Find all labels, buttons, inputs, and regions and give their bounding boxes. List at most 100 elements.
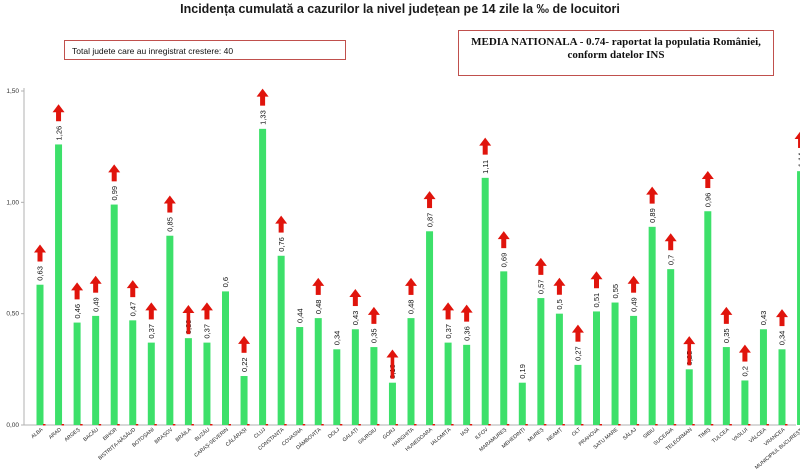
- bar-base-marker: [729, 424, 732, 426]
- category-label: TIMIȘ: [698, 427, 713, 441]
- bar-sibiu: [648, 226, 656, 425]
- category-label: DOLJ: [327, 427, 341, 440]
- bar-vâlcea: [759, 329, 767, 425]
- increase-arrow-icon: [145, 302, 158, 320]
- bar-bistrița-năsăud: [129, 320, 137, 425]
- bar-mehedinți: [518, 382, 526, 425]
- bar-base-marker: [673, 424, 677, 426]
- bar-value-label: 0,34: [778, 331, 787, 346]
- bar-base-marker: [98, 424, 102, 426]
- bar-cluj: [259, 128, 267, 425]
- category-label: IALOMIȚA: [430, 427, 453, 448]
- bar-suceava: [667, 269, 675, 425]
- bar-base-marker: [710, 424, 714, 426]
- increase-arrow-icon: [776, 309, 788, 327]
- bar-base-marker: [154, 424, 157, 426]
- bar-value-label: 1,26: [54, 126, 63, 141]
- bar-base-marker: [562, 424, 565, 426]
- bar-base-marker: [488, 424, 491, 426]
- bar-alba: [36, 284, 44, 425]
- bar-base-marker: [636, 424, 640, 426]
- bar-călărași: [240, 376, 248, 425]
- bar-value-label: 1,11: [481, 160, 490, 174]
- increase-arrow-icon: [627, 275, 640, 293]
- category-label: ILFOV: [474, 427, 490, 442]
- bar-giurgiu: [370, 347, 378, 425]
- bar-harghita: [407, 318, 415, 425]
- bar-buzău: [203, 342, 211, 425]
- increase-arrow-icon: [200, 302, 213, 320]
- bar-value-label: 0,22: [240, 357, 249, 372]
- bar-value-label: 1,14: [796, 153, 800, 168]
- bar-value-label: 0,43: [351, 311, 360, 326]
- bar-base-marker: [80, 424, 83, 426]
- bar-base-marker: [655, 424, 658, 426]
- category-label: IAȘI: [460, 427, 471, 438]
- bar-satu-mare: [611, 302, 619, 425]
- bar-bacău: [92, 315, 100, 425]
- bar-value-label: 0,89: [648, 208, 657, 223]
- bar-hunedoara: [426, 231, 434, 425]
- bar-vrancea: [778, 349, 786, 425]
- bar-argeș: [73, 322, 81, 425]
- bar-value-label: 0,46: [73, 304, 82, 319]
- bar-base-marker: [135, 424, 139, 426]
- bar-base-marker: [358, 424, 361, 426]
- bar-gorj: [388, 382, 396, 425]
- bar-arad: [55, 144, 63, 425]
- bar-base-marker: [747, 424, 751, 426]
- increase-arrow-icon: [386, 349, 399, 379]
- bar-base-marker: [414, 424, 417, 426]
- increase-arrow-icon: [701, 171, 714, 189]
- bar-ilfov: [481, 177, 489, 425]
- increase-arrow-icon: [479, 137, 492, 155]
- category-label: ARGEȘ: [64, 427, 82, 444]
- bar-vaslui: [741, 380, 749, 425]
- bar-base-marker: [302, 424, 306, 426]
- increase-arrow-icon: [794, 131, 800, 148]
- bar-olt: [574, 364, 582, 425]
- increase-arrow-icon: [460, 304, 473, 322]
- bar-value-label: 0,35: [722, 328, 731, 343]
- bar-value-label: 1,33: [258, 110, 267, 125]
- increase-arrow-icon: [52, 104, 65, 122]
- increase-arrow-icon: [497, 231, 510, 249]
- bar-base-marker: [43, 424, 46, 426]
- bar-value-label: 0,57: [537, 279, 546, 294]
- bar-value-label: 0,47: [128, 302, 137, 317]
- bar-base-marker: [525, 424, 528, 426]
- increase-arrow-icon: [71, 282, 84, 300]
- increase-arrow-icon: [590, 271, 603, 289]
- category-label: BRĂILA: [174, 426, 193, 444]
- bar-value-label: 0,5: [555, 299, 564, 309]
- increase-arrow-icon: [182, 304, 195, 335]
- bar-mureș: [537, 298, 545, 425]
- increase-arrow-icon: [683, 336, 696, 366]
- bar-value-label: 0,34: [333, 331, 342, 346]
- increase-arrow-icon: [442, 302, 455, 320]
- increase-arrow-icon: [349, 289, 362, 307]
- bar-value-label: 0,6: [221, 277, 230, 287]
- bar-base-marker: [265, 424, 269, 426]
- bar-base-marker: [506, 424, 510, 426]
- bar-base-marker: [543, 424, 547, 426]
- bar-brăila: [184, 338, 192, 425]
- increase-arrow-icon: [720, 306, 733, 324]
- increase-arrow-icon: [738, 344, 751, 362]
- y-tick-label: 1,50: [6, 88, 19, 95]
- bar-sălaj: [630, 315, 638, 425]
- bar-value-label: 0,87: [425, 213, 434, 228]
- increase-arrow-icon: [664, 233, 677, 251]
- bar-value-label: 0,49: [91, 297, 100, 312]
- bar-value-label: 0,2: [741, 366, 750, 376]
- bar-value-label: 0,55: [611, 284, 620, 299]
- bar-value-label: 0,37: [203, 324, 212, 339]
- bar-value-label: 0,99: [110, 186, 119, 201]
- bar-base-marker: [451, 424, 454, 426]
- increase-count-note: Total judete care au inregistrat crester…: [64, 40, 346, 60]
- increase-arrow-icon: [312, 277, 325, 295]
- y-tick-label: 0,00: [6, 422, 19, 429]
- bar-base-marker: [172, 424, 176, 426]
- bar-covasna: [296, 327, 304, 425]
- national-average-line-1: MEDIA NATIONALA - 0.74- raportat la popu…: [471, 36, 761, 48]
